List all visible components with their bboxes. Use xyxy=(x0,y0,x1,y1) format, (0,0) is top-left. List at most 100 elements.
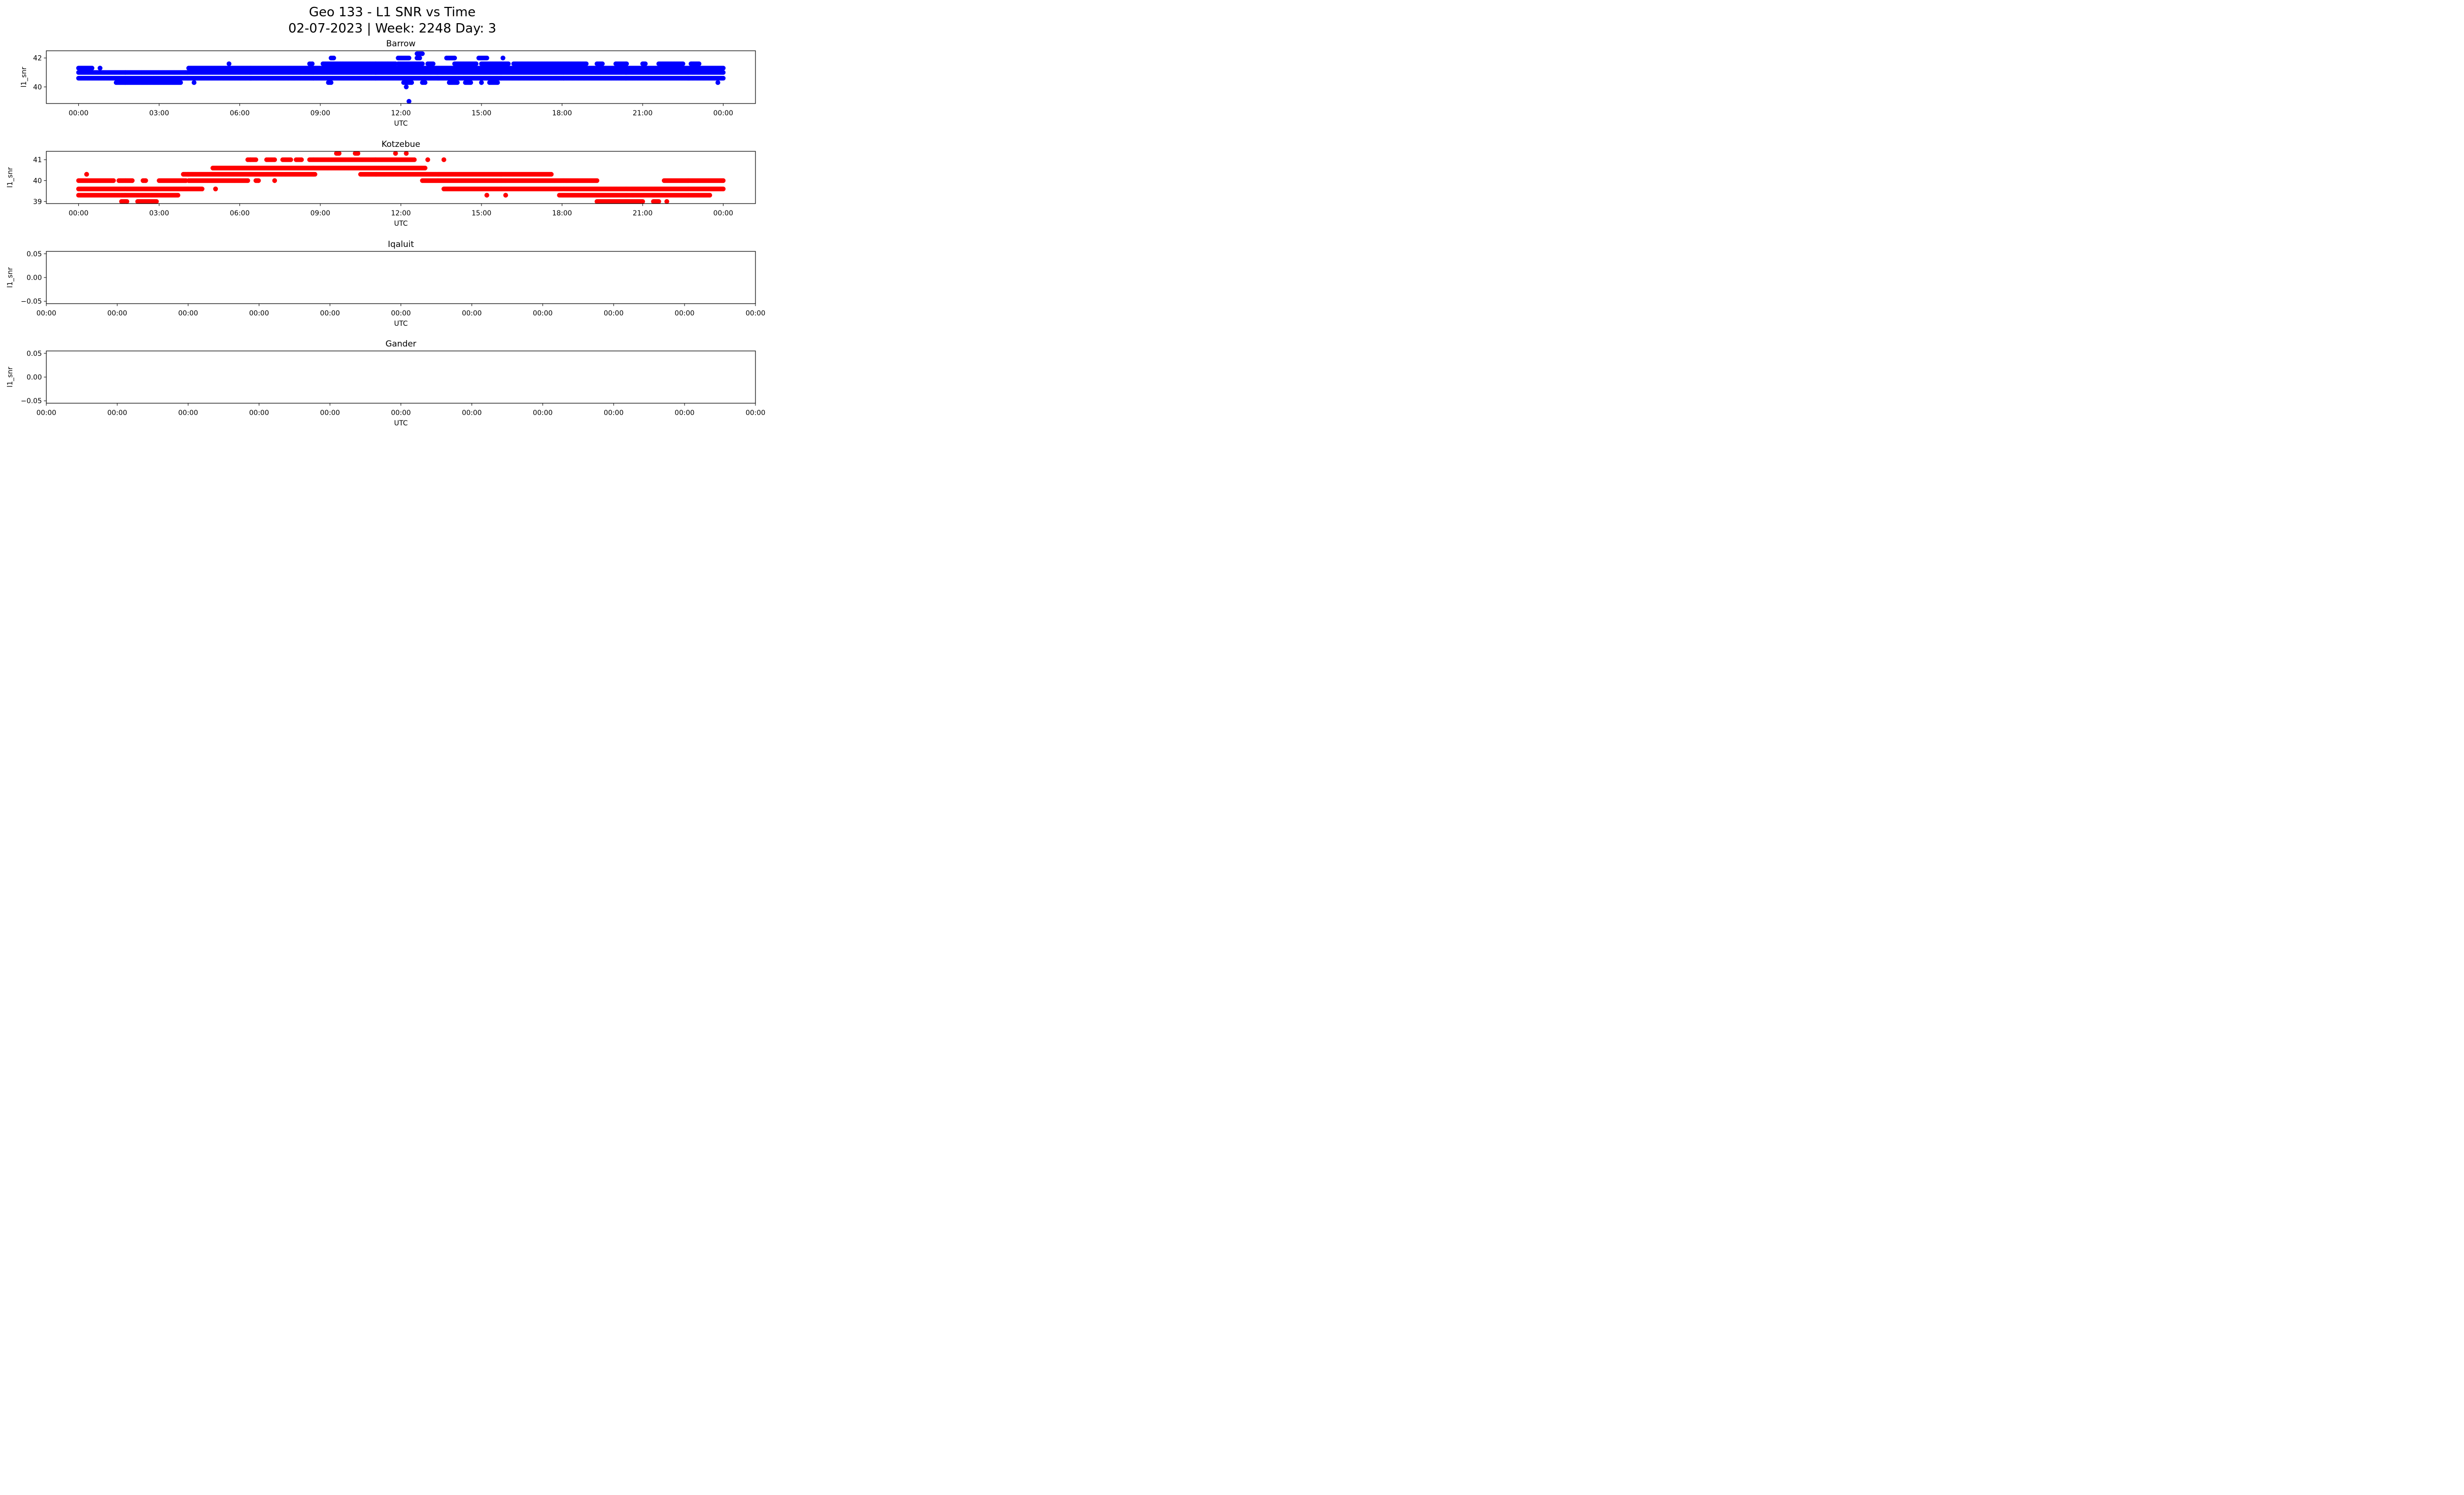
x-tick-label: 00:00 xyxy=(107,409,127,417)
x-tick-label: 00:00 xyxy=(675,409,694,417)
data-point xyxy=(329,80,334,85)
data-point xyxy=(720,75,726,81)
data-point xyxy=(425,157,430,162)
y-axis-label: l1_snr xyxy=(6,367,14,387)
y-axis-label: l1_snr xyxy=(6,267,14,288)
data-point xyxy=(192,80,197,85)
x-tick-label: 09:00 xyxy=(310,209,330,217)
x-tick-label: 12:00 xyxy=(391,109,411,117)
data-point xyxy=(503,193,508,198)
data-point xyxy=(431,61,436,67)
x-tick-label: 00:00 xyxy=(320,310,340,317)
y-tick-label: 40 xyxy=(33,83,42,91)
data-point xyxy=(720,70,726,75)
data-point xyxy=(720,186,726,192)
x-tick-label: 00:00 xyxy=(178,409,198,417)
x-tick-label: 00:00 xyxy=(746,310,765,317)
x-tick-label: 00:00 xyxy=(713,109,733,117)
data-point xyxy=(407,99,411,104)
data-point xyxy=(245,178,250,183)
data-point xyxy=(420,51,425,56)
x-tick-label: 00:00 xyxy=(604,409,623,417)
data-point xyxy=(624,61,629,67)
x-tick-label: 00:00 xyxy=(36,409,56,417)
x-tick-label: 03:00 xyxy=(149,109,169,117)
y-axis-label: l1_snr xyxy=(20,67,28,87)
data-point xyxy=(111,178,116,183)
figure-title-line1: Geo 133 - L1 SNR vs Time xyxy=(309,5,476,20)
x-tick-label: 00:00 xyxy=(604,310,623,317)
x-tick-label: 00:00 xyxy=(249,310,269,317)
data-point xyxy=(484,55,489,61)
data-point xyxy=(600,61,605,67)
x-tick-label: 00:00 xyxy=(462,409,481,417)
data-point xyxy=(331,55,336,61)
axes-frame xyxy=(46,251,756,304)
x-tick-label: 00:00 xyxy=(462,310,481,317)
data-point xyxy=(441,157,446,162)
data-point xyxy=(452,55,457,61)
y-tick-label: 0.05 xyxy=(27,350,42,358)
data-point xyxy=(643,61,648,67)
data-point xyxy=(720,178,726,183)
x-tick-label: 06:00 xyxy=(230,209,249,217)
data-point xyxy=(468,80,473,85)
x-tick-label: 12:00 xyxy=(391,209,411,217)
data-point xyxy=(299,157,304,162)
figure: Geo 133 - L1 SNR vs Time 02-07-2023 | We… xyxy=(0,0,771,432)
data-point xyxy=(656,199,661,204)
data-point xyxy=(309,61,315,67)
data-point xyxy=(506,61,511,67)
x-axis-label: UTC xyxy=(394,419,408,427)
data-point xyxy=(312,172,317,177)
figure-canvas: Geo 133 - L1 SNR vs Time 02-07-2023 | We… xyxy=(6,5,765,427)
data-point xyxy=(495,80,500,85)
data-point xyxy=(288,157,293,162)
x-tick-label: 00:00 xyxy=(68,109,88,117)
data-point xyxy=(707,193,713,198)
y-tick-label: 0.00 xyxy=(27,374,42,382)
subplot-gander: Gander 00:00 00:00 00:00 00:00 00:00 00:00 00:0… xyxy=(6,339,765,427)
x-tick-label: 06:00 xyxy=(230,109,249,117)
data-point xyxy=(89,66,95,70)
data-point xyxy=(422,80,428,85)
data-point xyxy=(409,80,414,85)
data-point xyxy=(640,199,645,204)
subplot-title: Kotzebue xyxy=(381,139,420,149)
data-point xyxy=(681,61,685,67)
x-tick-label: 00:00 xyxy=(249,409,269,417)
x-tick-label: 00:00 xyxy=(178,310,198,317)
scatter-points xyxy=(76,151,726,204)
data-point xyxy=(98,66,103,70)
data-point xyxy=(715,80,720,85)
data-point xyxy=(272,178,277,183)
x-tick-label: 09:00 xyxy=(310,109,330,117)
subplots: Barrow 00:00 03:00 06:00 09:00 12:00 15:00 18:0… xyxy=(6,39,765,427)
data-point xyxy=(226,61,232,67)
x-tick-label: 15:00 xyxy=(472,109,491,117)
y-tick-label: −0.05 xyxy=(21,298,42,306)
x-tick-label: 00:00 xyxy=(533,409,552,417)
data-point xyxy=(455,80,460,85)
data-point xyxy=(484,193,489,198)
data-point xyxy=(213,186,218,192)
data-point xyxy=(664,199,669,204)
y-tick-label: −0.05 xyxy=(21,397,42,405)
subplot-title: Gander xyxy=(385,339,416,349)
x-tick-label: 21:00 xyxy=(633,109,652,117)
x-tick-label: 00:00 xyxy=(36,310,56,317)
x-tick-label: 21:00 xyxy=(633,209,652,217)
y-axis-label: l1_snr xyxy=(6,167,14,188)
data-point xyxy=(154,199,159,204)
x-tick-label: 18:00 xyxy=(552,209,572,217)
subplot-kotzebue: Kotzebue 00:00 03:00 06:00 09:00 12:00 15:00 18… xyxy=(6,139,756,228)
data-point xyxy=(256,178,261,183)
data-point xyxy=(583,61,589,67)
x-tick-label: 00:00 xyxy=(107,310,127,317)
scatter-points xyxy=(76,51,726,104)
x-tick-label: 00:00 xyxy=(533,310,552,317)
data-point xyxy=(124,199,130,204)
data-point xyxy=(84,172,89,177)
x-tick-label: 00:00 xyxy=(391,310,411,317)
data-point xyxy=(422,166,428,171)
